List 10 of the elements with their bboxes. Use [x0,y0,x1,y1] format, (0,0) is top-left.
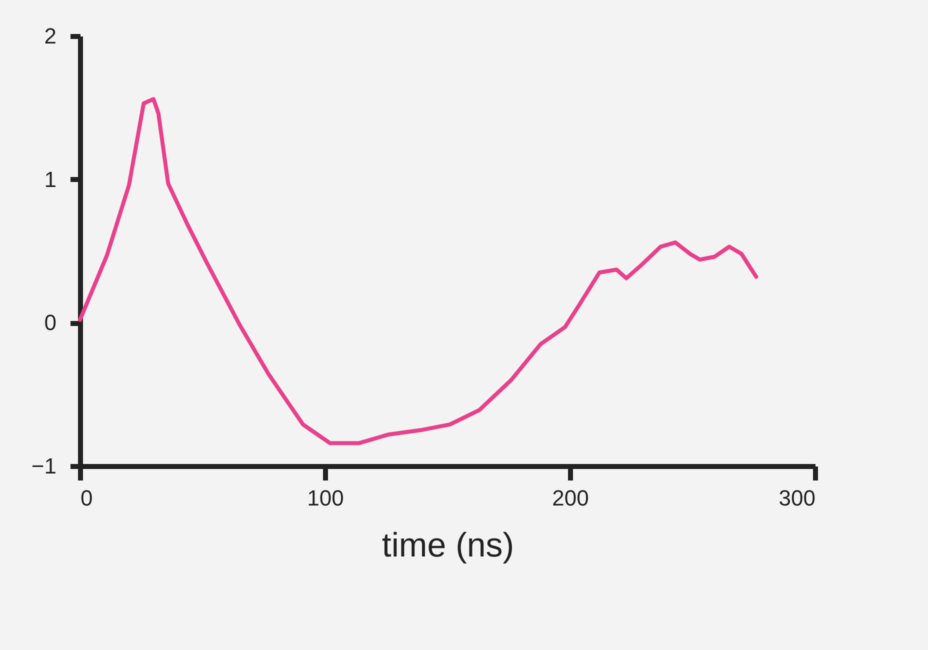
y-tick-label: 2 [44,24,56,48]
y-tick-label: 1 [44,166,56,192]
line-series [78,97,758,446]
y-tick-label: 0 [44,310,56,336]
x-axis-title: time (ns) [382,526,514,564]
x-tick-label: 0 [80,486,93,510]
x-tick-label: 100 [307,486,344,510]
x-tick-label: 200 [552,486,589,510]
x-tick-label: 300 [778,486,816,510]
y-tick-label: −1 [31,454,56,478]
